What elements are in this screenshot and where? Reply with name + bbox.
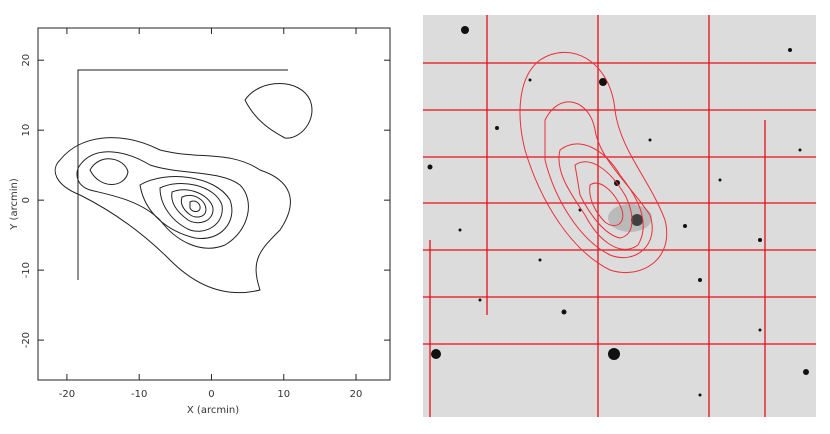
y-tick-label: -20 bbox=[21, 332, 32, 348]
y-tick-label: 0 bbox=[21, 197, 32, 203]
y-tick-label: 20 bbox=[21, 54, 32, 67]
contour bbox=[171, 189, 214, 224]
contour bbox=[244, 83, 313, 139]
y-tick-label: 10 bbox=[21, 124, 32, 137]
sky-image-panel bbox=[423, 15, 816, 417]
contour bbox=[54, 137, 291, 294]
x-tick-label: -10 bbox=[131, 389, 147, 400]
y-axis-label: Y (arcmin) bbox=[9, 178, 20, 231]
y-tick-label: -10 bbox=[21, 262, 32, 278]
grid bbox=[423, 15, 816, 417]
sky-image bbox=[423, 15, 816, 417]
x-tick-label: 10 bbox=[277, 389, 290, 400]
axes: -20 -10 0 10 20 20 10 0 -10 -20 bbox=[21, 28, 390, 400]
contour bbox=[76, 151, 249, 249]
plot-frame bbox=[37, 27, 391, 381]
contour bbox=[139, 176, 233, 239]
x-tick-label: -20 bbox=[59, 389, 75, 400]
contour bbox=[180, 195, 207, 218]
x-tick-label: 20 bbox=[350, 389, 363, 400]
bracket bbox=[77, 69, 288, 280]
contour bbox=[89, 158, 129, 185]
contour bbox=[159, 183, 223, 232]
x-tick-label: 0 bbox=[208, 389, 214, 400]
contour-panel: -20 -10 0 10 20 20 10 0 -10 -20 X (arcmin) Y (arc… bbox=[9, 27, 391, 416]
red-contours bbox=[519, 51, 668, 274]
contour bbox=[189, 200, 201, 212]
x-axis-label: X (arcmin) bbox=[187, 405, 239, 416]
